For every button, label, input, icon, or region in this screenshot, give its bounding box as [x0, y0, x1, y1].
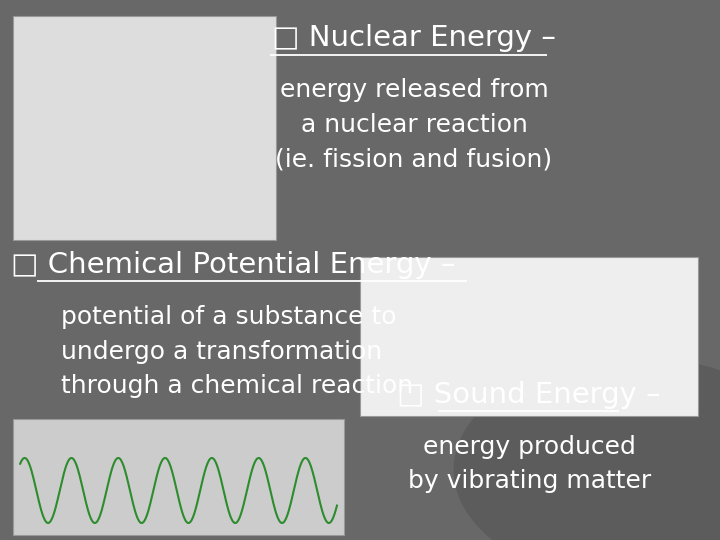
FancyBboxPatch shape: [13, 16, 276, 240]
Text: energy released from
a nuclear reaction
(ie. fission and fusion): energy released from a nuclear reaction …: [276, 78, 552, 171]
Ellipse shape: [454, 356, 720, 540]
Text: potential of a substance to
undergo a transformation
through a chemical reaction: potential of a substance to undergo a tr…: [61, 305, 413, 398]
FancyBboxPatch shape: [13, 418, 344, 535]
Text: energy produced
by vibrating matter: energy produced by vibrating matter: [408, 435, 651, 493]
Text: □ Sound Energy –: □ Sound Energy –: [397, 381, 661, 409]
FancyBboxPatch shape: [360, 256, 698, 416]
Text: □ Chemical Potential Energy –: □ Chemical Potential Energy –: [11, 251, 455, 279]
Text: □ Nuclear Energy –: □ Nuclear Energy –: [272, 24, 556, 52]
